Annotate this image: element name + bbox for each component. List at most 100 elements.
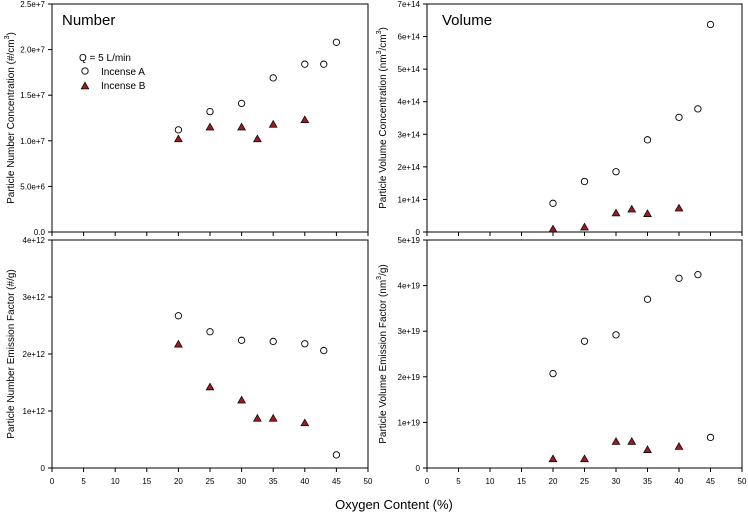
y-tick-label: 2.5e+7	[20, 0, 45, 9]
series-incense-b-point	[300, 115, 310, 124]
y-tick-label: 1.0e+7	[20, 137, 45, 146]
series-incense-b-point	[300, 418, 310, 427]
series-incense-b-point	[205, 122, 215, 131]
x-tick-label: 10	[486, 477, 495, 486]
series-incense-a-point	[549, 369, 557, 378]
y-tick-label: 5e+14	[398, 65, 421, 74]
series-incense-b-point	[548, 224, 558, 233]
y-tick-label: 4e+19	[398, 282, 421, 291]
x-tick-label: 45	[706, 477, 715, 486]
series-incense-b-point	[548, 454, 558, 463]
series-incense-b-point	[268, 413, 278, 422]
series-incense-a-point	[174, 126, 183, 134]
panel-number-concentration: 0.0 5.0e+6 1.0e+7 1.5e+7 2.0e+7 2.5e+7 Particl…	[4, 0, 369, 237]
series-incense-a-point	[237, 99, 246, 108]
legend-incense-b-label: Incense B	[101, 81, 146, 92]
y-tick-label: 2e+12	[23, 350, 46, 359]
series-incense-a-point	[706, 433, 715, 442]
y-tick-label: 1.5e+7	[20, 91, 45, 100]
y-axis-label: Particle Number Emission Factor (#/g)	[6, 269, 17, 439]
series-incense-a-point	[580, 177, 589, 186]
legend-header: Q = 5 L/min	[79, 53, 131, 64]
x-tick-label: 25	[580, 477, 589, 486]
x-tick-label: 5	[456, 477, 461, 486]
y-tick-label: 1e+12	[23, 407, 46, 416]
y-tick-label: 0	[416, 464, 421, 473]
series-incense-b-point	[627, 437, 637, 445]
plot-frame	[51, 239, 369, 469]
series-incense-b-point	[580, 222, 589, 231]
series-incense-a-point	[580, 337, 589, 345]
y-tick-label: 7e+14	[398, 0, 421, 9]
series-incense-b-point	[173, 134, 183, 143]
x-tick-label: 20	[549, 477, 558, 486]
plot-frame	[426, 3, 743, 233]
series-incense-a-point	[612, 331, 620, 339]
y-tick-label: 2.0e+7	[20, 46, 45, 55]
series-incense-b-point	[643, 445, 652, 453]
series-incense-b-point	[627, 204, 637, 213]
x-tick-label: 40	[300, 477, 309, 486]
panel-title: Volume	[442, 12, 492, 29]
series-incense-b-point	[580, 454, 589, 463]
series-incense-b-point	[205, 382, 215, 391]
x-tick-label: 40	[675, 477, 684, 486]
x-axis-title: Oxygen Content (%)	[335, 497, 453, 512]
series-incense-a-point	[694, 271, 702, 279]
y-axis-label: Particle Number Concentration (#/cm3)	[4, 32, 17, 204]
y-tick-label: 0	[416, 228, 421, 237]
series-incense-a-point	[675, 113, 683, 121]
y-axis-label: Particle Volume Concentration (nm3/cm3)	[376, 27, 389, 209]
x-tick-label: 5	[81, 477, 86, 486]
series-incense-a-point	[612, 168, 620, 176]
y-tick-label: 2e+14	[398, 163, 421, 172]
panel-title: Number	[62, 12, 115, 29]
y-tick-label: 3e+19	[398, 327, 421, 336]
x-tick-label: 50	[364, 477, 373, 486]
series-incense-b-point	[268, 119, 278, 128]
series-incense-b-point	[252, 134, 262, 143]
series-incense-b-point	[643, 209, 652, 217]
y-tick-label: 5e+19	[398, 236, 421, 245]
y-tick-label: 3e+14	[398, 130, 421, 139]
x-tick-label: 50	[738, 477, 747, 486]
y-tick-label: 4e+12	[23, 236, 46, 245]
legend-incense-a-label: Incense A	[101, 67, 145, 78]
x-tick-label: 30	[237, 477, 246, 486]
series-incense-b-point	[252, 413, 262, 422]
y-tick-label: 0.0	[34, 228, 46, 237]
series-incense-a-point	[675, 274, 683, 282]
series-incense-a-point	[206, 107, 214, 116]
y-tick-label: 1e+19	[398, 418, 421, 427]
series-incense-a-point	[320, 60, 328, 68]
series-incense-b-point	[674, 442, 684, 450]
series-incense-a-point	[206, 328, 214, 336]
series-incense-a-point	[237, 336, 246, 344]
series-incense-b-point	[173, 339, 183, 348]
series-incense-a-point	[301, 340, 309, 348]
series-incense-a-point	[706, 20, 715, 29]
y-tick-label: 3e+12	[23, 293, 46, 302]
y-tick-label: 2e+19	[398, 373, 421, 382]
x-tick-label: 20	[174, 477, 183, 486]
series-incense-a-point	[694, 105, 702, 113]
y-axis-label: Particle Volume Emission Factor (nm3/g)	[376, 264, 389, 444]
series-incense-a-point	[549, 199, 557, 207]
x-tick-label: 10	[111, 477, 120, 486]
x-tick-label: 30	[612, 477, 621, 486]
x-tick-label: 15	[517, 477, 526, 486]
x-tick-label: 15	[142, 477, 151, 486]
panel-volume-concentration: 0 1e+14 2e+14 3e+14 4e+14 5e+14 6e+14 7e+14 Part…	[376, 0, 743, 237]
panel-number-emission-factor: 0 1e+12 2e+12 3e+12 4e+12 0 5 10 15 20 25 30 35 40 45 5…	[6, 236, 373, 486]
series-incense-b-point	[611, 208, 621, 217]
panel-volume-emission-factor: 0 1e+19 2e+19 3e+19 4e+19 5e+19 0 5 10 15 20 25 30 35…	[376, 236, 747, 486]
legend: Q = 5 L/min Incense A Incense B	[79, 53, 146, 92]
x-tick-label: 35	[269, 477, 278, 486]
y-tick-label: 1e+14	[398, 195, 421, 204]
legend-incense-a-marker	[81, 67, 89, 75]
plot-frame	[51, 3, 369, 233]
series-incense-a-point	[643, 136, 652, 144]
x-tick-label: 0	[425, 477, 430, 486]
series-incense-a-point	[301, 60, 309, 68]
